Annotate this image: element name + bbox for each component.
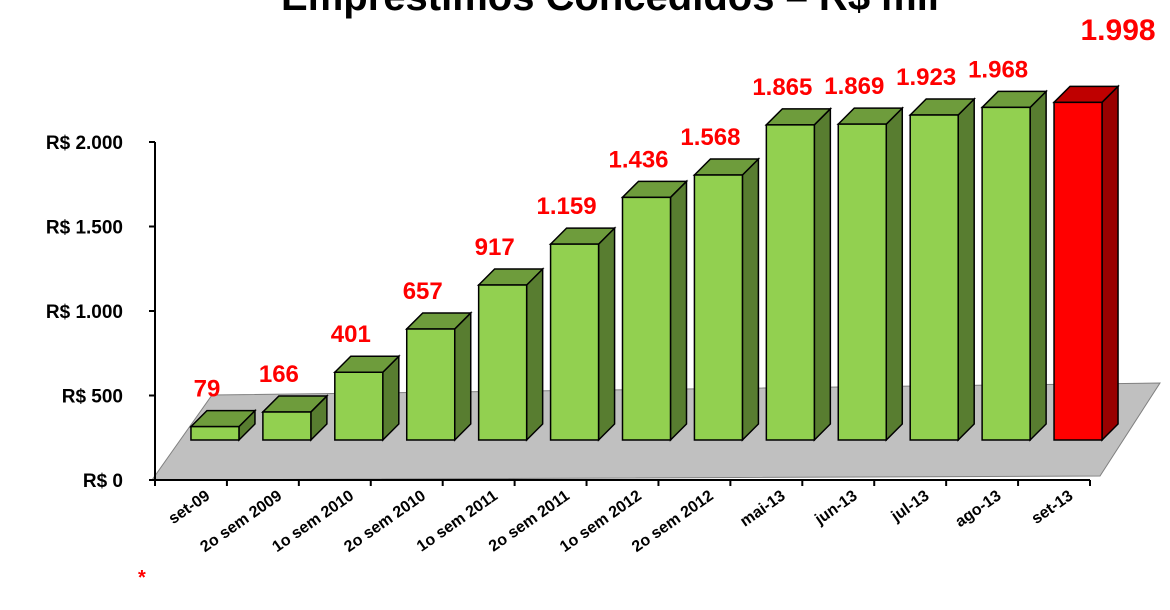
y-tick-label: R$ 1.500 — [46, 218, 123, 239]
y-tick-label: R$ 0 — [83, 471, 123, 492]
bar-face — [885, 106, 904, 442]
bar-face — [909, 114, 959, 441]
value-label: 1.436 — [608, 146, 668, 173]
bar-face — [334, 371, 384, 441]
bar — [1052, 84, 1120, 442]
bar-face — [837, 123, 888, 441]
value-label: 917 — [475, 234, 515, 261]
y-tick-label: R$ 1.000 — [46, 302, 123, 323]
bar-face — [262, 411, 312, 441]
note-marker: * — [138, 567, 146, 589]
bar-face — [669, 179, 688, 442]
value-label: 1.568 — [680, 124, 740, 151]
bar — [548, 226, 617, 442]
bar-face — [1101, 84, 1119, 442]
bar-face — [1053, 101, 1103, 441]
bar — [908, 97, 977, 442]
bar-face — [190, 425, 240, 441]
bar — [261, 394, 329, 442]
value-label: 1.869 — [824, 73, 884, 100]
bar-face — [741, 157, 760, 442]
bar — [836, 106, 905, 442]
bar-face — [693, 174, 744, 441]
value-label: 166 — [259, 361, 299, 388]
x-tick-label: ago-13 — [952, 487, 1004, 531]
x-tick-label: set-13 — [1029, 487, 1077, 528]
bar — [692, 157, 761, 442]
chart-title: Empréstimos Concedidos – R$ mil — [281, 0, 939, 19]
bar-face — [621, 196, 672, 441]
bar — [980, 89, 1048, 442]
x-tick-label: jun-13 — [811, 487, 860, 529]
value-label: 1.865 — [752, 74, 812, 101]
bar — [189, 408, 257, 442]
bar-face — [597, 226, 616, 442]
bar-face — [549, 243, 600, 441]
bar-face — [765, 124, 816, 441]
bar-face — [477, 284, 528, 441]
bar-face — [453, 311, 472, 442]
value-label: 79 — [194, 376, 221, 403]
x-tick-label: jul-13 — [888, 487, 933, 526]
value-label: 657 — [403, 278, 443, 305]
x-tick-label: set-09 — [166, 487, 214, 528]
value-label: 1.998 — [1080, 14, 1155, 47]
value-label: 1.923 — [896, 64, 956, 91]
value-label: 1.159 — [537, 193, 597, 220]
value-label: 401 — [331, 321, 371, 348]
bar — [476, 267, 545, 442]
bar-face — [525, 267, 544, 442]
y-tick-label: R$ 2.000 — [46, 133, 123, 154]
bar-face — [1029, 89, 1047, 442]
bar — [332, 354, 401, 442]
bar-face — [981, 106, 1031, 441]
bar — [404, 311, 473, 442]
bar-face — [957, 97, 975, 442]
bar-face — [813, 107, 832, 442]
bar — [764, 107, 833, 442]
x-tick-label: mai-13 — [737, 487, 788, 530]
bar-face — [405, 328, 456, 441]
value-label: 1.968 — [968, 56, 1028, 83]
y-tick-label: R$ 500 — [62, 387, 123, 408]
bar — [620, 179, 689, 442]
